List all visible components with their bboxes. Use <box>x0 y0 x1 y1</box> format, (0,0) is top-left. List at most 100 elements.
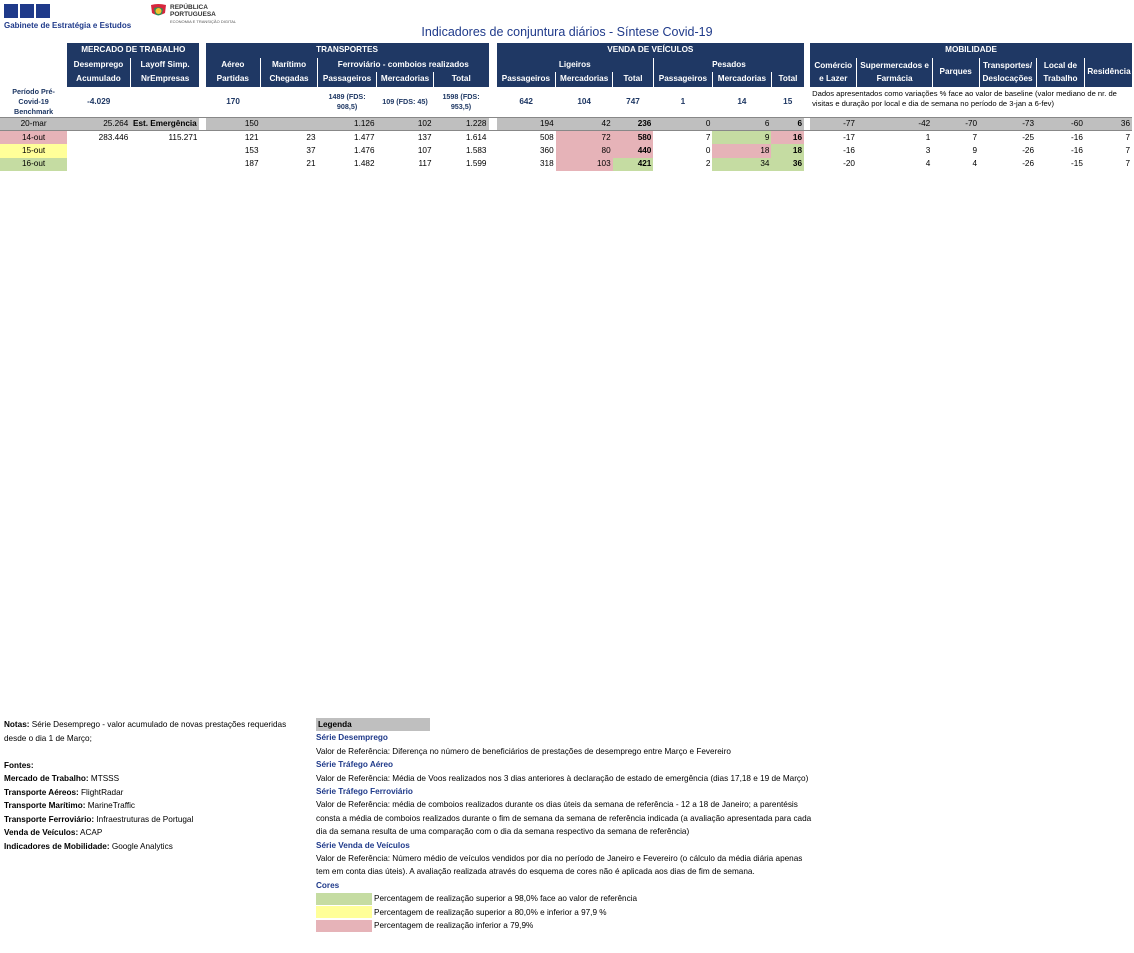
group-transportes: TRANSPORTES <box>205 43 489 58</box>
cell-parques: -70 <box>932 116 980 132</box>
cell-date: 14-out <box>0 130 68 145</box>
cell-residencia: 36 <box>1084 116 1132 132</box>
cell-pes-passageiros: 2 <box>705 159 711 169</box>
cell-desemprego <box>67 144 130 158</box>
benchmark-note: Dados apresentados como variações % face… <box>812 88 1117 108</box>
cell-local-trabalho: -15 <box>1071 159 1083 169</box>
cell-layoff <box>130 158 199 172</box>
cell-lig-passageiros: 318 <box>540 159 554 169</box>
cell-lig-mercadorias: 42 <box>555 116 613 132</box>
cell-fer-mercadorias: 117 <box>418 159 432 169</box>
legend-s4-title: Série Venda de Veículos <box>316 840 410 850</box>
cell-fer-mercadorias: 102 <box>376 116 434 132</box>
fonte-value: Infraestruturas de Portugal <box>94 814 194 824</box>
cell-maritimo: 21 <box>306 159 316 169</box>
cell-parques: 7 <box>972 132 978 142</box>
reference-row: 20-mar 25.264 Est. Emergência 150 1.126 102 1.… <box>0 116 1132 132</box>
fonte-key: Indicadores de Mobilidade: <box>4 841 110 851</box>
fonte-item: Transporte Aéreos: FlightRadar <box>4 786 304 800</box>
benchmark-aereo: 170 <box>226 96 240 106</box>
color-swatch <box>316 919 372 932</box>
fontes-label: Fontes: <box>4 760 34 770</box>
header-nrempresas: NrEmpresas <box>129 72 200 87</box>
group-venda-veiculos: VENDA DE VEÍCULOS <box>496 43 805 58</box>
republica-emblem-icon <box>151 4 166 16</box>
cell-pes-mercadorias: 9 <box>712 130 772 145</box>
cell-fer-passageiros: 1.477 <box>354 132 375 142</box>
cell-local-trabalho: -60 <box>1036 116 1085 132</box>
fonte-item: Venda de Veículos: ACAP <box>4 826 304 840</box>
cell-lig-mercadorias: 103 <box>555 157 613 172</box>
cell-desemprego: 283.446 <box>98 132 129 142</box>
gee-logo-squares <box>4 4 50 18</box>
legend-s2-title: Série Tráfego Aéreo <box>316 760 394 770</box>
cell-residencia: 7 <box>1125 159 1130 169</box>
header-fer-total: Total <box>433 72 489 87</box>
cell-lig-total: 440 <box>612 144 654 158</box>
header-fer-passageiros: Passageiros <box>317 72 377 87</box>
header-supermercados: Supermercados e Farmácia <box>856 57 933 87</box>
cell-supermercados: 4 <box>925 159 931 169</box>
cell-maritimo: 23 <box>306 132 316 142</box>
header-partidas: Partidas <box>205 72 261 87</box>
header-chegadas: Chegadas <box>260 72 318 87</box>
cell-transportes: -26 <box>1022 159 1035 169</box>
fonte-value: FlightRadar <box>78 787 124 797</box>
page-title: Indicadores de conjuntura diários - Sínt… <box>421 25 713 39</box>
cell-pes-passageiros: 7 <box>705 132 711 142</box>
cell-aereo: 121 <box>244 132 259 142</box>
benchmark-lig-mercadorias: 104 <box>577 96 591 106</box>
fonte-item: Mercado de Trabalho: MTSSS <box>4 772 304 786</box>
cell-lig-total: 421 <box>612 157 654 172</box>
fonte-item: Indicadores de Mobilidade: Google Analyt… <box>4 840 304 854</box>
cell-layoff: 115.271 <box>168 132 198 142</box>
rep-line1: REPÚBLICA <box>170 4 208 11</box>
notes-section: Notas: Série Desemprego - valor acumulad… <box>4 718 304 853</box>
legend-title: Legenda <box>316 718 430 732</box>
rep-line3: ECONOMIA E TRANSIÇÃO DIGITAL <box>170 19 237 24</box>
cell-fer-passageiros: 1.476 <box>354 145 375 155</box>
cell-comercio: -77 <box>810 116 857 132</box>
cell-comercio: -20 <box>843 159 855 169</box>
cell-supermercados: 1 <box>925 132 931 142</box>
legend-s1-title: Série Desemprego <box>316 733 388 743</box>
header-transportes-deslocacoes: Transportes/ Deslocações <box>978 57 1037 87</box>
color-swatch <box>316 892 372 905</box>
legend-s1-text: Valor de Referência: Diferença no número… <box>316 746 731 756</box>
cell-lig-passageiros: 194 <box>496 116 556 132</box>
cell-fer-total: 1.614 <box>466 132 487 142</box>
cell-aereo: 153 <box>244 145 259 155</box>
cell-pes-total: 16 <box>771 130 805 145</box>
cell-fer-mercadorias: 107 <box>417 145 432 155</box>
cell-comercio: -16 <box>843 145 855 155</box>
header-desemprego: Desemprego <box>67 57 131 72</box>
legend-s3-text: Valor de Referência: média de comboios r… <box>316 800 812 837</box>
legend-s2-text: Valor de Referência: Média de Voos reali… <box>316 773 809 783</box>
fonte-value: ACAP <box>78 828 103 837</box>
legend-s3-title: Série Tráfego Ferroviário <box>316 787 413 797</box>
header-pes-mercadorias: Mercadorias <box>711 72 772 87</box>
benchmark-fer-passageiros: 1489 (FDS: 908,5) <box>328 91 366 111</box>
fonte-key: Transporte Aéreos: <box>4 787 79 797</box>
benchmark-pes-passageiros: 1 <box>680 96 686 106</box>
cell-local-trabalho: -16 <box>1071 145 1083 155</box>
cell-transportes: -26 <box>1022 145 1035 155</box>
table-row: 16-out 187 21 1.482 117 1.599 318 103 421 2 34 36 -2… <box>0 157 1132 172</box>
benchmark-label: Período Pré-Covid-19 Benchmark <box>12 86 55 116</box>
cell-pes-total: 36 <box>771 157 805 172</box>
header-fer-mercadorias: Mercadorias <box>376 72 434 87</box>
color-swatch <box>316 906 372 919</box>
cell-date: 16-out <box>0 157 68 172</box>
republica-logo: REPÚBLICA PORTUGUESA ECONOMIA E TRANSIÇÃ… <box>150 3 240 33</box>
color-legend-text: Percentagem de realização superior a 98,… <box>374 894 638 904</box>
color-legend-item: Percentagem de realização superior a 80,… <box>316 906 916 919</box>
legend-cores-title: Cores <box>316 880 340 890</box>
cell-residencia: 7 <box>1125 132 1130 142</box>
fonte-key: Transporte Ferroviário: <box>4 814 95 824</box>
cell-lig-mercadorias: 80 <box>555 144 613 158</box>
benchmark-fer-total: 1598 (FDS: 953,5) <box>442 91 480 111</box>
color-legend-item: Percentagem de realização superior a 98,… <box>316 892 916 905</box>
header-acumulado: Acumulado <box>67 72 131 87</box>
cell-layoff <box>130 144 199 158</box>
cell-aereo: 150 <box>205 116 261 132</box>
